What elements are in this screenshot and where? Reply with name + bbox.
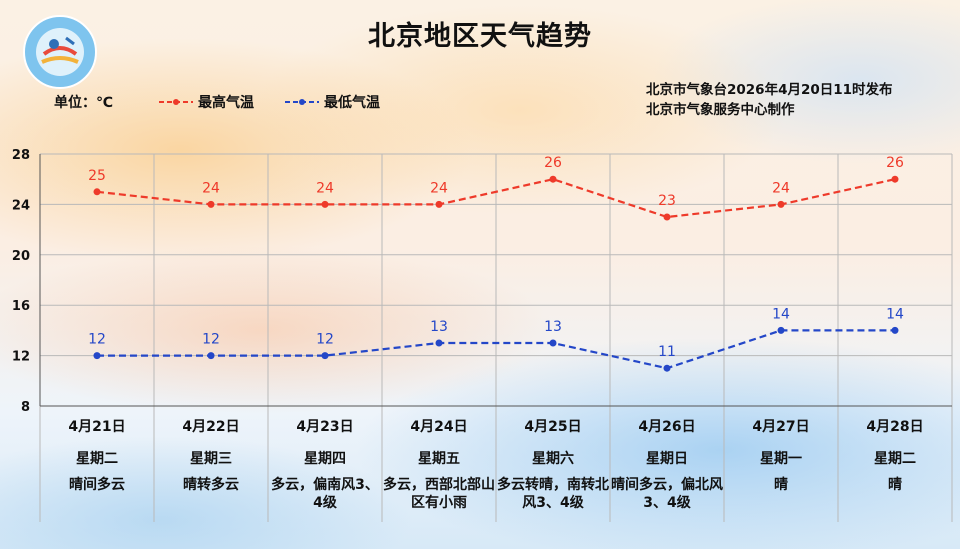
data-label-low: 13 bbox=[544, 319, 562, 335]
date-label: 4月21日 bbox=[68, 419, 126, 435]
y-tick-label-8: 8 bbox=[21, 400, 30, 415]
forecast-day-column: 4月23日星期四多云，偏南风3、4级 bbox=[268, 416, 382, 512]
weekday-label: 星期四 bbox=[304, 451, 346, 467]
legend-low-label: 最低气温 bbox=[324, 95, 380, 111]
data-label-high: 23 bbox=[658, 193, 676, 209]
y-tick-label-12: 12 bbox=[12, 350, 30, 365]
page-title: 北京地区天气趋势 bbox=[368, 21, 592, 52]
weather-label: 多云转晴，南转北风3、4级 bbox=[497, 477, 609, 511]
weather-label: 多云，偏南风3、4级 bbox=[271, 477, 379, 511]
data-label-high: 24 bbox=[430, 180, 448, 196]
weather-label: 晴转多云 bbox=[183, 477, 239, 493]
data-label-high: 26 bbox=[544, 155, 562, 171]
data-point-high bbox=[549, 175, 557, 183]
data-label-low: 11 bbox=[658, 344, 676, 360]
date-label: 4月27日 bbox=[752, 419, 810, 435]
data-point-high bbox=[93, 188, 101, 196]
data-point-high bbox=[321, 200, 329, 208]
weather-label: 晴 bbox=[888, 477, 902, 493]
data-label-low: 12 bbox=[316, 332, 334, 348]
unit-label: 单位：℃ bbox=[54, 95, 113, 111]
forecast-day-column: 4月27日星期一晴 bbox=[724, 416, 838, 494]
data-point-low bbox=[663, 364, 671, 372]
data-point-high bbox=[435, 200, 443, 208]
data-point-low bbox=[891, 326, 899, 334]
issuer-info: 北京市气象台2026年4月20日11时发布 北京市气象服务中心制作 bbox=[646, 80, 893, 120]
date-label: 4月24日 bbox=[410, 419, 468, 435]
issuer-line-1: 北京市气象台2026年4月20日11时发布 bbox=[646, 82, 893, 98]
forecast-day-column: 4月28日星期二晴 bbox=[838, 416, 952, 494]
date-label: 4月25日 bbox=[524, 419, 582, 435]
data-label-high: 25 bbox=[88, 168, 106, 184]
legend-high-label: 最高气温 bbox=[198, 95, 254, 111]
data-label-low: 14 bbox=[772, 306, 790, 322]
weekday-label: 星期二 bbox=[874, 451, 916, 467]
data-label-low: 14 bbox=[886, 306, 904, 322]
y-tick-label-20: 20 bbox=[12, 249, 30, 264]
legend-high-line-icon bbox=[159, 99, 193, 105]
date-label: 4月22日 bbox=[182, 419, 240, 435]
legend-low-line-icon bbox=[285, 99, 319, 105]
data-label-high: 26 bbox=[886, 155, 904, 171]
forecast-day-column: 4月21日星期二晴间多云 bbox=[40, 416, 154, 494]
data-point-low bbox=[207, 352, 215, 360]
weather-label: 晴间多云，偏北风3、4级 bbox=[611, 477, 723, 511]
forecast-day-column: 4月24日星期五多云，西部北部山区有小雨 bbox=[382, 416, 496, 512]
data-label-low: 12 bbox=[88, 332, 106, 348]
data-label-low: 13 bbox=[430, 319, 448, 335]
y-tick-label-28: 28 bbox=[12, 148, 30, 163]
weather-label: 多云，西部北部山区有小雨 bbox=[383, 477, 495, 511]
weekday-label: 星期一 bbox=[760, 451, 802, 467]
data-label-high: 24 bbox=[202, 180, 220, 196]
data-point-low bbox=[777, 326, 785, 334]
date-label: 4月23日 bbox=[296, 419, 354, 435]
weekday-label: 星期日 bbox=[646, 451, 688, 467]
weather-label: 晴间多云 bbox=[69, 477, 125, 493]
weather-label: 晴 bbox=[774, 477, 788, 493]
data-point-low bbox=[435, 339, 443, 347]
data-point-low bbox=[93, 352, 101, 360]
data-label-low: 12 bbox=[202, 332, 220, 348]
data-label-high: 24 bbox=[772, 180, 790, 196]
data-point-high bbox=[663, 213, 671, 221]
data-point-high bbox=[207, 200, 215, 208]
forecast-day-column: 4月22日星期三晴转多云 bbox=[154, 416, 268, 494]
data-point-low bbox=[321, 352, 329, 360]
data-point-high bbox=[891, 175, 899, 183]
weekday-label: 星期二 bbox=[76, 451, 118, 467]
legend-low: 最低气温 bbox=[284, 92, 380, 112]
series-line-low bbox=[97, 329, 895, 370]
forecast-day-column: 4月26日星期日晴间多云，偏北风3、4级 bbox=[610, 416, 724, 512]
y-tick-label-16: 16 bbox=[12, 299, 30, 314]
date-label: 4月28日 bbox=[866, 419, 924, 435]
data-point-low bbox=[549, 339, 557, 347]
series-line-high bbox=[96, 178, 896, 219]
meteorological-service-logo-icon bbox=[23, 15, 97, 89]
data-label-high: 24 bbox=[316, 180, 334, 196]
forecast-day-column: 4月25日星期六多云转晴，南转北风3、4级 bbox=[496, 416, 610, 512]
weekday-label: 星期五 bbox=[418, 451, 460, 467]
issuer-line-2: 北京市气象服务中心制作 bbox=[646, 102, 795, 118]
legend-high: 最高气温 bbox=[158, 92, 254, 112]
weekday-label: 星期六 bbox=[532, 451, 574, 467]
data-point-high bbox=[777, 200, 785, 208]
date-label: 4月26日 bbox=[638, 419, 696, 435]
weekday-label: 星期三 bbox=[190, 451, 232, 467]
y-tick-label-24: 24 bbox=[12, 198, 30, 213]
